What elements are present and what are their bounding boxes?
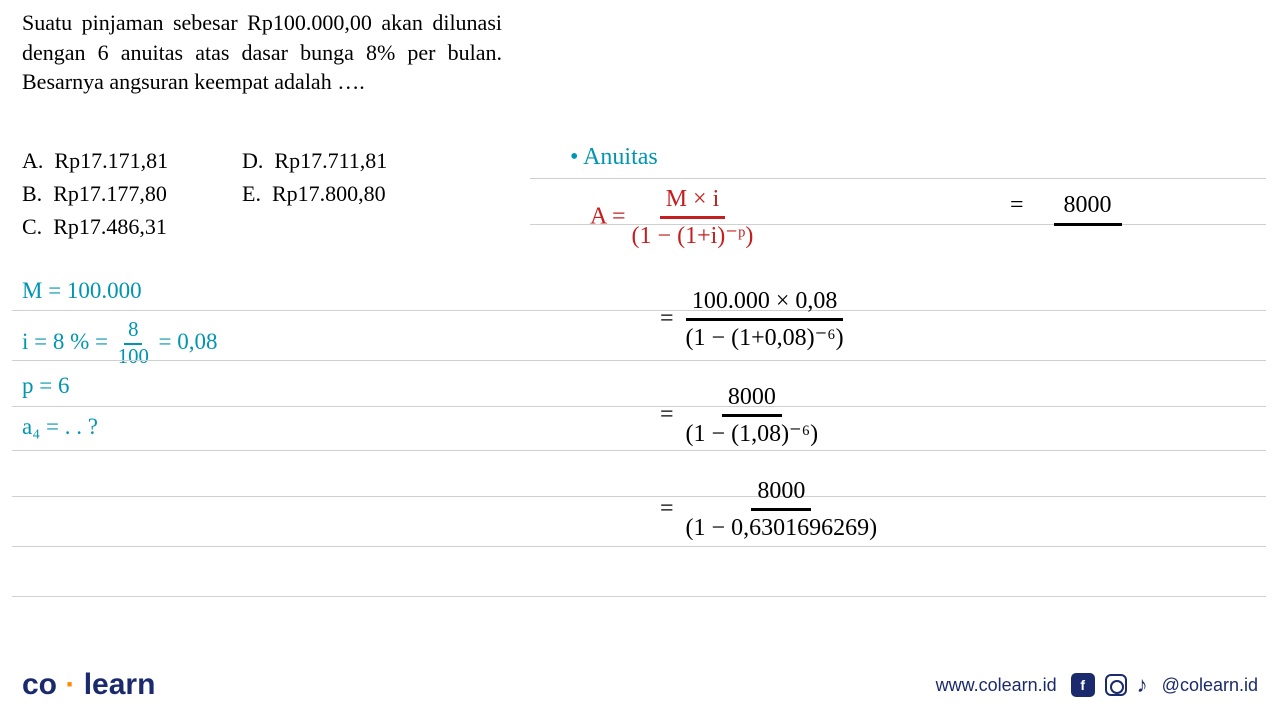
rule-line — [12, 406, 1266, 407]
given-p: p = 6 — [22, 373, 69, 399]
question-text: Suatu pinjaman sebesar Rp100.000,00 akan… — [22, 8, 502, 97]
step-4: = 8000 (1 − 0,6301696269) — [660, 478, 877, 542]
rule-line — [12, 596, 1266, 597]
footer-url: www.colearn.id — [936, 675, 1057, 696]
step-3: = 8000 (1 − (1,08)⁻⁶) — [660, 384, 818, 448]
rule-line — [12, 546, 1266, 547]
facebook-icon: f — [1071, 673, 1095, 697]
rule-line — [12, 360, 1266, 361]
given-a4: a₄ = . . ? — [22, 414, 98, 440]
rule-line — [12, 496, 1266, 497]
footer-handle: @colearn.id — [1162, 675, 1258, 696]
given-m: M = 100.000 — [22, 278, 142, 304]
rule-line — [530, 178, 1266, 179]
step-2: = 100.000 × 0,08 (1 − (1+0,08)⁻⁶) — [660, 288, 844, 352]
rule-line — [12, 310, 1266, 311]
rule-line — [12, 450, 1266, 451]
tiktok-icon: ♪ — [1137, 672, 1148, 698]
result-8000: = 8000 — [1010, 192, 1122, 226]
option-a: A. Rp17.171,81 — [22, 144, 242, 177]
option-c: C. Rp17.486,31 — [22, 210, 242, 243]
logo: co · learn — [22, 668, 155, 702]
option-e: E. Rp17.800,80 — [242, 177, 472, 210]
formula-main: A = M × i (1 − (1+i)⁻ᵖ) — [590, 186, 753, 250]
instagram-icon — [1105, 674, 1127, 696]
option-b: B. Rp17.177,80 — [22, 177, 242, 210]
answer-options: A. Rp17.171,81 D. Rp17.711,81 B. Rp17.17… — [22, 144, 472, 243]
footer: co · learn www.colearn.id f ♪ @colearn.i… — [22, 668, 1258, 702]
section-header-anuitas: • Anuitas — [570, 144, 658, 171]
option-d: D. Rp17.711,81 — [242, 144, 472, 177]
social-icons: f ♪ — [1071, 672, 1148, 698]
